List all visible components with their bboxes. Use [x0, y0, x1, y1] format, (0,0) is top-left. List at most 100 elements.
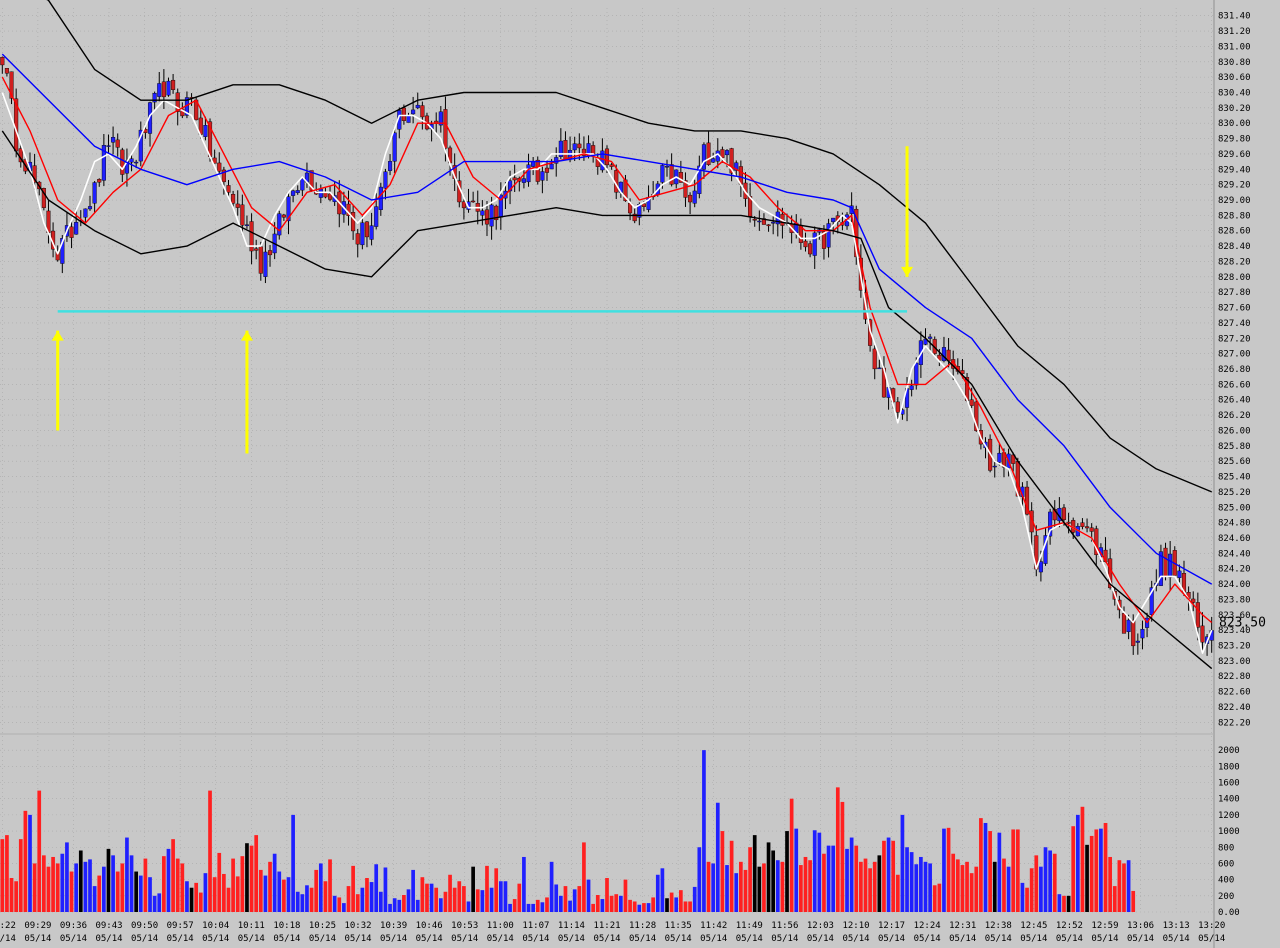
volume-bar [291, 814, 295, 912]
volume-bar [979, 818, 983, 912]
candle-body [544, 167, 550, 173]
volume-bar [162, 856, 166, 912]
candle-body [600, 150, 605, 171]
candle-body [438, 111, 443, 126]
candle-body [166, 80, 171, 96]
volume-bar [614, 894, 619, 912]
volume-bar [402, 895, 406, 912]
volume-bar [314, 869, 319, 912]
volume-bar [826, 845, 831, 912]
volume-bar [5, 835, 9, 912]
date-tick-label: 05/14 [202, 934, 229, 944]
candle-body [291, 190, 296, 196]
volume-tick-label: 0.00 [1218, 908, 1240, 918]
price-tick-label: 825.20 [1218, 488, 1251, 498]
candle-body [295, 190, 300, 194]
price-tick-label: 831.00 [1218, 42, 1251, 52]
volume-bar [180, 863, 185, 912]
arrow-up-head [240, 330, 253, 341]
candle-body [267, 250, 273, 256]
candle-body [60, 238, 65, 264]
candle-body [480, 210, 485, 216]
volume-bar [355, 894, 360, 912]
candle-body [669, 164, 674, 185]
volume-bar [185, 881, 189, 912]
date-tick-label: 05/14 [0, 934, 16, 944]
volume-bar [568, 900, 572, 912]
volume-bar [803, 856, 808, 912]
date-tick-label: 05/14 [842, 934, 869, 944]
volume-bar [771, 850, 776, 912]
axis-layer: 831.40 831.20 831.00 830.80 830.60 830.40 830.… [0, 12, 1266, 944]
volume-bar [508, 903, 512, 912]
volume-bar [111, 855, 115, 912]
volume-bar [932, 885, 937, 912]
price-tick-label: 822.40 [1218, 703, 1251, 713]
candle-body [895, 401, 900, 413]
volume-bar [448, 874, 452, 912]
volume-bar [125, 837, 129, 912]
date-tick-label: 05/14 [700, 934, 727, 944]
volume-bar [1020, 882, 1025, 912]
candle-body [752, 218, 757, 221]
volume-bar [1039, 866, 1043, 912]
candle-body [914, 362, 919, 386]
price-tick-label: 827.80 [1218, 288, 1251, 298]
volume-bar [222, 873, 226, 912]
volume-tick-label: 1600 [1218, 779, 1240, 789]
volume-bar [868, 868, 872, 912]
volume-bar [660, 868, 665, 912]
volume-bar [983, 822, 988, 912]
volume-bar [78, 850, 83, 912]
candle-body [240, 204, 245, 226]
volume-bar [438, 898, 443, 912]
volume-bar [715, 802, 720, 912]
volume-tick-label: 2000 [1218, 746, 1240, 756]
volume-tick-label: 400 [1218, 876, 1234, 886]
candle-body [928, 336, 933, 339]
volume-bar [688, 901, 692, 912]
volume-bar [628, 899, 632, 912]
volume-bar [545, 897, 549, 912]
volume-bar [577, 886, 582, 912]
candle-body [411, 109, 416, 115]
volume-bar [706, 861, 711, 912]
volume-bar [272, 853, 277, 912]
volume-bar [351, 865, 355, 912]
volume-bar [420, 877, 425, 912]
candle-body [1140, 629, 1145, 639]
candle-body [1126, 619, 1131, 632]
candle-body [1066, 521, 1071, 524]
candle-body [558, 140, 563, 157]
volume-layer [0, 750, 1136, 912]
volume-bar [789, 798, 794, 912]
volume-bar [969, 873, 974, 912]
candle-body [706, 142, 711, 165]
candle-body [720, 149, 725, 158]
volume-bar [799, 865, 803, 912]
time-tick-label: 10:39 [380, 921, 407, 931]
candle-body [872, 348, 877, 370]
candle-body [152, 93, 157, 103]
last-price-label: 823.50 [1219, 615, 1266, 630]
volume-bar [605, 878, 609, 912]
candle-body [484, 209, 490, 225]
volume-bar [129, 855, 134, 912]
price-tick-label: 830.40 [1218, 88, 1251, 98]
time-tick-label: 13:13 [1163, 921, 1190, 931]
date-tick-label: 05/14 [238, 934, 265, 944]
date-tick-label: 05/14 [593, 934, 620, 944]
volume-bar [683, 901, 688, 912]
volume-tick-label: 1000 [1218, 827, 1240, 837]
volume-bar [148, 877, 152, 912]
candle-body [9, 71, 14, 99]
volume-bar [632, 901, 637, 912]
time-tick-label: 12:24 [914, 921, 941, 931]
candle-body [803, 240, 808, 248]
volume-bar [157, 893, 162, 912]
volume-bar [646, 903, 651, 912]
price-tick-label: 827.60 [1218, 304, 1251, 314]
volume-bar [346, 886, 351, 912]
volume-bar [480, 890, 485, 912]
